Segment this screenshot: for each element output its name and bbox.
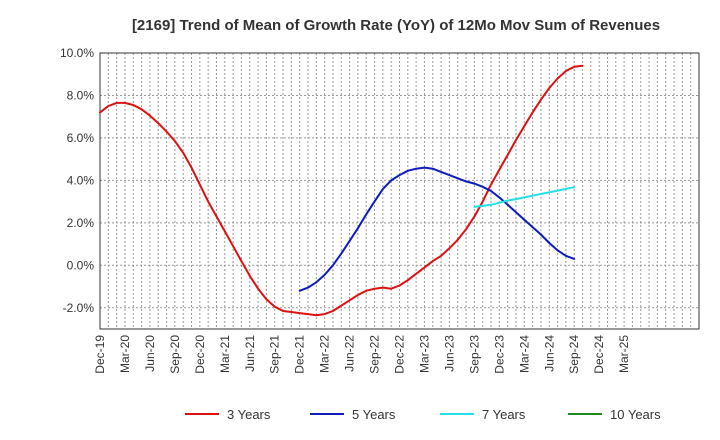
legend-label-10-years: 10 Years: [610, 407, 661, 422]
plot-frame: [99, 52, 700, 330]
x-tick-label: Mar-24: [517, 335, 531, 373]
x-tick-label: Mar-22: [318, 335, 332, 373]
y-tick-label: 0.0%: [67, 258, 95, 272]
y-tick-label: 4.0%: [67, 173, 95, 187]
x-tick-label: Mar-25: [617, 335, 631, 373]
y-tick-label: 6.0%: [67, 131, 95, 145]
x-tick-label: Sep-21: [268, 335, 282, 374]
y-tick-label: -2.0%: [63, 301, 95, 315]
x-tick-label: Jun-21: [243, 335, 257, 372]
series-line-7-years: [473, 186, 576, 208]
chart-title: [2169] Trend of Mean of Growth Rate (YoY…: [132, 17, 660, 34]
x-tick-label: Jun-22: [343, 335, 357, 372]
y-tick-label: 10.0%: [60, 46, 94, 60]
x-tick-label: Dec-23: [492, 335, 506, 374]
series-line-5-years: [298, 166, 576, 292]
x-tick-label: Sep-24: [567, 335, 581, 374]
legend-label-3-years: 3 Years: [227, 407, 271, 422]
x-tick-label: Dec-19: [93, 335, 107, 374]
legend-label-5-years: 5 Years: [352, 407, 396, 422]
y-axis: 10.0% 8.0% 6.0% 4.0% 2.0% 0.0% -2.0%: [60, 46, 94, 315]
x-tick-label: Dec-21: [293, 335, 307, 374]
x-tick-label: Sep-20: [168, 335, 182, 374]
x-tick-label: Sep-23: [467, 335, 481, 374]
legend-label-7-years: 7 Years: [482, 407, 526, 422]
x-tick-label: Mar-23: [417, 335, 431, 373]
legend: 3 Years 5 Years 7 Years 10 Years: [185, 407, 661, 422]
x-tick-label: Jun-23: [442, 335, 456, 372]
x-tick-label: Sep-22: [368, 335, 382, 374]
series-line-3-years: [99, 64, 584, 317]
x-tick-label: Mar-21: [218, 335, 232, 373]
series-lines: [99, 64, 584, 317]
x-tick-label: Dec-20: [193, 335, 207, 374]
x-tick-label: Mar-20: [118, 335, 132, 373]
x-tick-label: Dec-24: [592, 335, 606, 374]
grid: [100, 52, 699, 329]
x-axis: Dec-19 Mar-20 Jun-20 Sep-20 Dec-20 Mar-21 Jun-…: [93, 335, 631, 374]
x-tick-label: Dec-22: [393, 335, 407, 374]
x-tick-label: Jun-20: [143, 335, 157, 372]
x-tick-label: Jun-24: [542, 335, 556, 372]
y-tick-label: 8.0%: [67, 88, 95, 102]
y-tick-label: 2.0%: [67, 216, 95, 230]
